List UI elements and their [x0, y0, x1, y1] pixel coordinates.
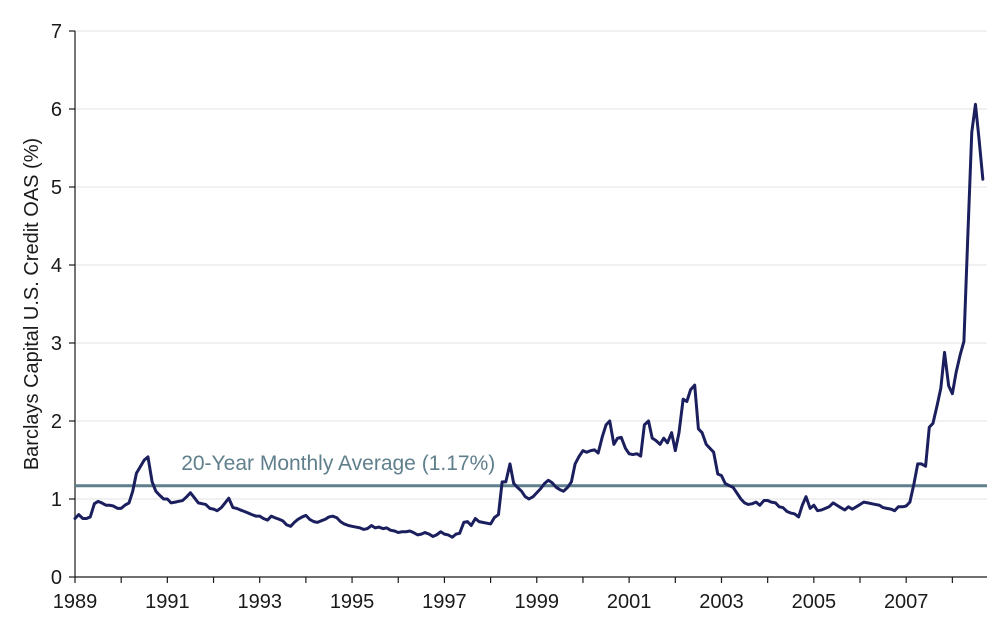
y-tick-label: 6	[51, 99, 62, 121]
x-tick-label: 1991	[145, 591, 190, 613]
x-tick-label: 2005	[792, 591, 837, 613]
x-axis-ticks: 1989 1991 1993 1995 1997 1999 2001 2003 2005 2007	[53, 577, 953, 613]
axes	[74, 31, 987, 578]
x-tick-label: 1997	[422, 591, 467, 613]
x-tick-label: 2007	[884, 591, 929, 613]
average-reference: 20-Year Monthly Average (1.17%)	[75, 452, 987, 488]
y-axis-ticks: 0 1 2 3 4 5 6 7	[51, 21, 75, 589]
y-tick-label: 4	[51, 255, 62, 277]
x-tick-label: 2003	[699, 591, 744, 613]
y-tick-label: 5	[51, 177, 62, 199]
average-label: 20-Year Monthly Average (1.17%)	[181, 452, 495, 475]
y-tick-label: 3	[51, 333, 62, 355]
y-tick-label: 2	[51, 411, 62, 433]
x-tick-label: 1993	[237, 591, 282, 613]
y-tick-label: 1	[51, 489, 62, 511]
x-tick-label: 1995	[330, 591, 375, 613]
x-tick-label: 1989	[53, 591, 98, 613]
y-tick-label: 0	[51, 567, 62, 589]
x-tick-label: 2001	[607, 591, 652, 613]
gridlines	[75, 30, 987, 500]
x-tick-label: 1999	[515, 591, 560, 613]
series-group	[73, 102, 985, 539]
y-tick-label: 7	[51, 21, 62, 43]
y-axis-title: Barclays Capital U.S. Credit OAS (%)	[21, 138, 43, 470]
series-line-credit-oas	[73, 102, 985, 539]
